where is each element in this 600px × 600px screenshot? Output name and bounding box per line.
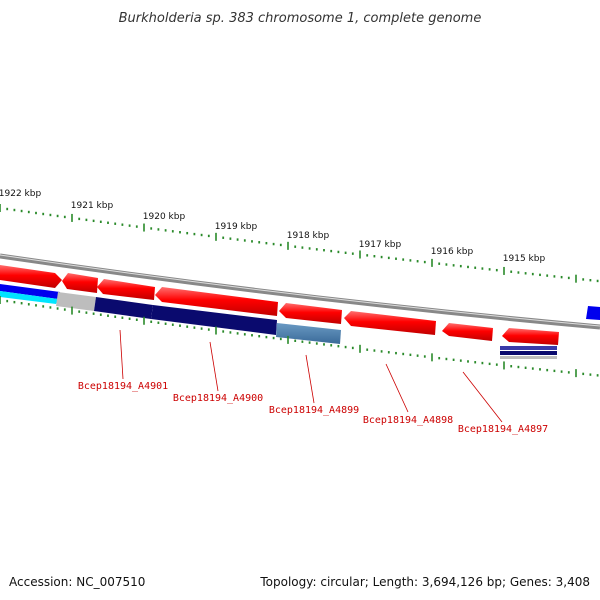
gene-arrow[interactable] [97,279,155,300]
kbp-label: 1916 kbp [431,247,474,257]
feature-blue-left[interactable] [0,284,60,299]
chromosome-backbone [0,253,600,330]
gene-arrow[interactable] [0,265,62,288]
gene-label[interactable]: Bcep18194_A4900 [173,393,263,404]
cds-block-small[interactable] [500,351,557,355]
kbp-label: 1920 kbp [143,212,186,222]
chromosome-backbone-highlight [0,254,600,327]
kbp-label: 1915 kbp [503,254,546,264]
gene-arrow[interactable] [502,328,559,345]
gene-label[interactable]: Bcep18194_A4901 [78,381,168,392]
cds-block-small[interactable] [500,356,557,359]
gene-arrow[interactable] [442,323,493,341]
gene-label[interactable]: Bcep18194_A4897 [458,424,548,435]
accession-text: Accession: NC_007510 [9,575,145,589]
kbp-label: 1921 kbp [71,201,114,211]
inner-tick-track [0,296,599,378]
label-leaders [119,329,503,423]
topology-text: Topology: circular; Length: 3,694,126 bp… [259,575,590,589]
gene-arrow[interactable] [344,311,436,335]
gene-arrow[interactable] [62,273,98,293]
feature-cyan-left[interactable] [0,291,58,304]
cds-block-small[interactable] [500,346,557,350]
genome-title: Burkholderia sp. 383 chromosome 1, compl… [119,11,482,26]
gene-label[interactable]: Bcep18194_A4899 [269,405,359,416]
feature-blue-right[interactable] [586,306,600,320]
gene-arrow[interactable] [155,287,278,316]
cds-block[interactable] [94,297,153,319]
kbp-label: 1922 kbp [0,189,41,199]
kbp-label: 1917 kbp [359,240,402,250]
cds-block[interactable] [276,323,341,344]
cds-block-grey[interactable] [56,292,96,311]
kbp-scale: 1922 kbp 1921 kbp 1920 kbp 1919 kbp 1918… [0,189,599,283]
gene-label[interactable]: Bcep18194_A4898 [363,415,453,426]
kbp-label: 1919 kbp [215,222,258,232]
gene-arrow[interactable] [279,303,342,324]
cds-block[interactable] [151,305,277,335]
kbp-label: 1918 kbp [287,231,330,241]
